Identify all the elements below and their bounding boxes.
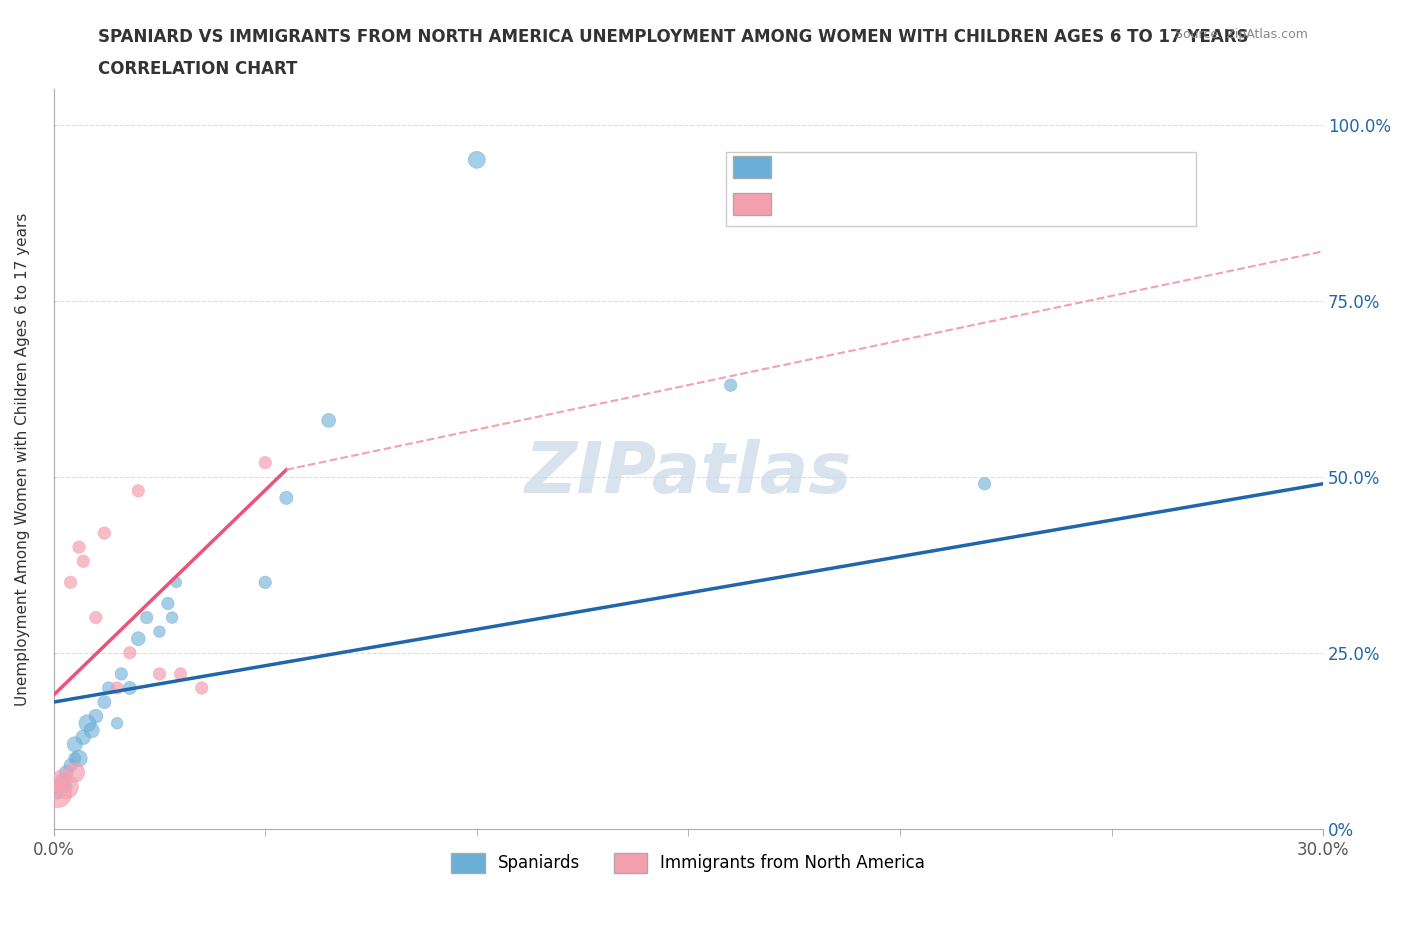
- Point: [97, 681, 120, 696]
- Point: [55, 779, 77, 794]
- Text: Source: ZipAtlas.com: Source: ZipAtlas.com: [1174, 28, 1308, 41]
- Point: [72, 553, 94, 568]
- Point: [59, 758, 82, 773]
- Y-axis label: Unemployment Among Women with Children Ages 6 to 17 years: Unemployment Among Women with Children A…: [15, 212, 30, 706]
- Point: [84, 709, 107, 724]
- Point: [127, 631, 149, 646]
- Point: [84, 610, 107, 625]
- Point: [80, 723, 103, 737]
- Point: [51, 772, 73, 787]
- Point: [46, 786, 69, 801]
- Point: [148, 667, 170, 682]
- Point: [51, 772, 73, 787]
- Point: [93, 525, 115, 540]
- Point: [973, 476, 995, 491]
- FancyBboxPatch shape: [733, 193, 770, 215]
- Point: [118, 645, 141, 660]
- Point: [110, 667, 132, 682]
- Point: [105, 716, 128, 731]
- Point: [720, 378, 742, 392]
- Point: [63, 765, 86, 780]
- Point: [148, 624, 170, 639]
- Point: [465, 153, 488, 167]
- Point: [63, 751, 86, 766]
- FancyBboxPatch shape: [733, 156, 770, 179]
- Point: [55, 779, 77, 794]
- Point: [59, 575, 82, 590]
- Point: [118, 681, 141, 696]
- Point: [276, 490, 298, 505]
- Point: [55, 765, 77, 780]
- Point: [160, 610, 183, 625]
- Point: [72, 730, 94, 745]
- FancyBboxPatch shape: [727, 153, 1197, 226]
- Point: [169, 667, 191, 682]
- Point: [135, 610, 157, 625]
- Text: R = 0.347   N = 16: R = 0.347 N = 16: [783, 195, 941, 213]
- Point: [165, 575, 187, 590]
- Text: SPANIARD VS IMMIGRANTS FROM NORTH AMERICA UNEMPLOYMENT AMONG WOMEN WITH CHILDREN: SPANIARD VS IMMIGRANTS FROM NORTH AMERIC…: [98, 28, 1249, 46]
- Point: [254, 455, 277, 470]
- Text: R = 0.241   N = 29: R = 0.241 N = 29: [783, 158, 941, 176]
- Point: [127, 484, 149, 498]
- Point: [67, 751, 90, 766]
- Point: [190, 681, 212, 696]
- Point: [254, 575, 277, 590]
- Legend: Spaniards, Immigrants from North America: Spaniards, Immigrants from North America: [444, 846, 932, 880]
- Point: [156, 596, 179, 611]
- Point: [318, 413, 340, 428]
- Point: [63, 737, 86, 751]
- Text: CORRELATION CHART: CORRELATION CHART: [98, 60, 298, 78]
- Point: [93, 695, 115, 710]
- Point: [46, 786, 69, 801]
- Point: [67, 539, 90, 554]
- Text: ZIPatlas: ZIPatlas: [524, 439, 852, 509]
- Point: [76, 716, 98, 731]
- Point: [105, 681, 128, 696]
